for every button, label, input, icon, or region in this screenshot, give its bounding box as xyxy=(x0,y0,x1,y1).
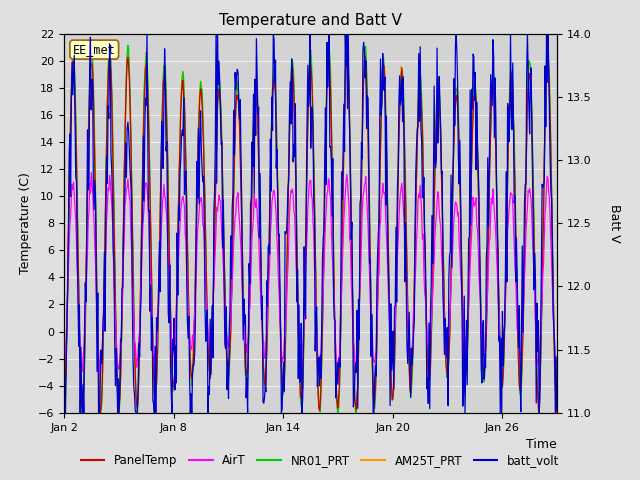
Title: Temperature and Batt V: Temperature and Batt V xyxy=(219,13,402,28)
Text: EE_met: EE_met xyxy=(73,43,116,56)
Y-axis label: Batt V: Batt V xyxy=(608,204,621,242)
Legend: PanelTemp, AirT, NR01_PRT, AM25T_PRT, batt_volt: PanelTemp, AirT, NR01_PRT, AM25T_PRT, ba… xyxy=(76,449,564,472)
Y-axis label: Temperature (C): Temperature (C) xyxy=(19,172,32,274)
X-axis label: Time: Time xyxy=(526,438,557,451)
